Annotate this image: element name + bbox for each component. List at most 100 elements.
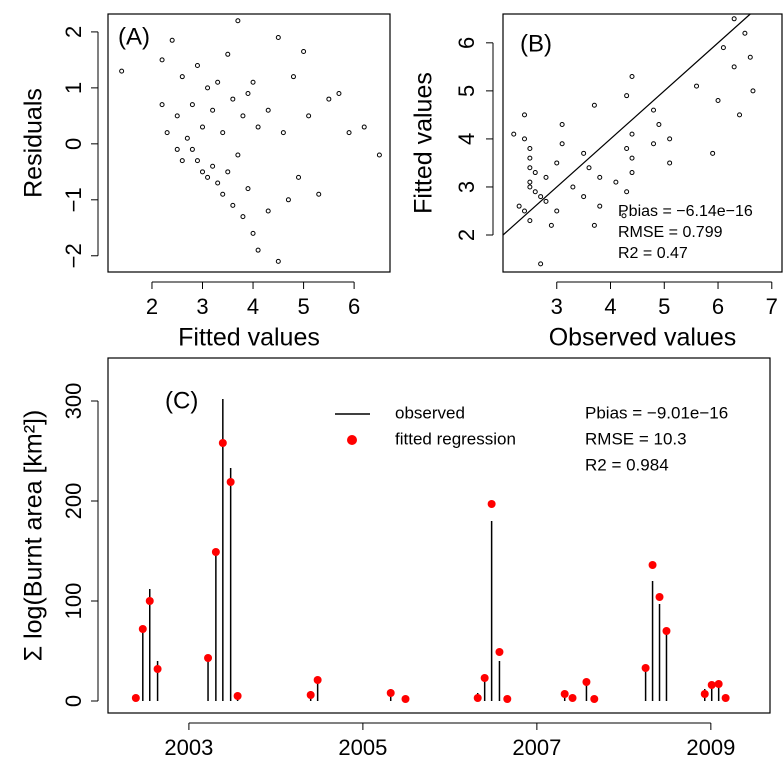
- point: [527, 179, 533, 185]
- point: [581, 150, 587, 156]
- point: [138, 625, 147, 633]
- point: [306, 691, 315, 699]
- plot-box: [107, 357, 771, 714]
- point: [265, 107, 271, 113]
- point: [225, 169, 231, 175]
- point: [511, 131, 517, 137]
- point: [376, 152, 382, 158]
- point: [527, 165, 533, 171]
- point: [159, 57, 165, 63]
- point: [629, 73, 635, 79]
- point: [194, 62, 200, 68]
- x-tick-label: 5: [658, 294, 670, 319]
- x-tick-label: 6: [348, 294, 360, 319]
- panel-label: (B): [520, 30, 552, 57]
- point: [731, 16, 737, 22]
- point: [655, 593, 664, 601]
- point: [200, 169, 206, 175]
- x-tick-label: 3: [551, 294, 563, 319]
- legend-swatch: [347, 435, 357, 445]
- point: [543, 174, 549, 180]
- point: [503, 695, 512, 703]
- x-tick-label: 2: [146, 294, 158, 319]
- point: [527, 155, 533, 161]
- point: [179, 158, 185, 164]
- point: [275, 35, 281, 41]
- point: [211, 548, 220, 556]
- y-tick-label: −1: [61, 187, 86, 212]
- x-tick-label: 2007: [512, 735, 561, 760]
- point: [346, 130, 352, 136]
- point: [361, 124, 367, 130]
- point: [656, 122, 662, 128]
- point: [737, 112, 743, 118]
- point: [235, 18, 241, 24]
- x-tick-label: 2003: [164, 735, 213, 760]
- point: [233, 692, 242, 700]
- point: [621, 213, 627, 219]
- point: [184, 135, 190, 141]
- point: [694, 83, 700, 89]
- point: [316, 191, 322, 197]
- x-axis-label: Fitted values: [178, 324, 320, 352]
- point: [651, 107, 657, 113]
- point: [226, 478, 235, 486]
- point: [710, 150, 716, 156]
- point: [568, 694, 577, 702]
- point: [153, 665, 162, 673]
- point: [532, 170, 538, 176]
- point: [174, 146, 180, 152]
- x-tick-label: 3: [196, 294, 208, 319]
- point: [538, 194, 544, 200]
- point: [179, 74, 185, 80]
- y-tick-label: −2: [61, 243, 86, 268]
- y-axis-label: Residuals: [20, 88, 48, 198]
- point: [641, 664, 650, 672]
- point: [245, 90, 251, 96]
- point: [554, 208, 560, 214]
- point: [591, 222, 597, 228]
- point: [306, 113, 312, 119]
- point: [629, 131, 635, 137]
- x-tick-label: 5: [297, 294, 309, 319]
- annotation: RMSE = 0.799: [618, 224, 723, 241]
- point: [613, 179, 619, 185]
- legend-label: fitted regression: [395, 429, 516, 448]
- y-tick-label: 200: [61, 483, 86, 520]
- y-tick-label: 2: [61, 26, 86, 38]
- point: [230, 96, 236, 102]
- point: [265, 208, 271, 214]
- point: [559, 141, 565, 147]
- point: [189, 146, 195, 152]
- point: [629, 155, 635, 161]
- point: [624, 93, 630, 99]
- y-tick-label: 5: [454, 85, 479, 97]
- point: [707, 681, 716, 689]
- panel-label: (C): [165, 387, 198, 414]
- x-tick-label: 2005: [338, 735, 387, 760]
- point: [296, 174, 302, 180]
- point: [548, 222, 554, 228]
- point: [538, 261, 544, 267]
- point: [527, 184, 533, 190]
- x-tick-label: 4: [247, 294, 259, 319]
- y-tick-label: 100: [61, 583, 86, 620]
- point: [582, 678, 591, 686]
- x-tick-label: 4: [604, 294, 616, 319]
- point: [189, 102, 195, 108]
- point: [220, 130, 226, 136]
- identity-line: [502, 13, 751, 236]
- point: [570, 184, 576, 190]
- point: [597, 174, 603, 180]
- y-tick-label: 0: [61, 695, 86, 707]
- point: [624, 146, 630, 152]
- point: [164, 130, 170, 136]
- annotation: RMSE = 10.3: [585, 429, 687, 448]
- legend-label: observed: [395, 403, 465, 422]
- point: [290, 74, 296, 80]
- point: [313, 676, 322, 684]
- point: [742, 30, 748, 36]
- point: [215, 79, 221, 85]
- point: [747, 54, 753, 60]
- point: [516, 203, 522, 209]
